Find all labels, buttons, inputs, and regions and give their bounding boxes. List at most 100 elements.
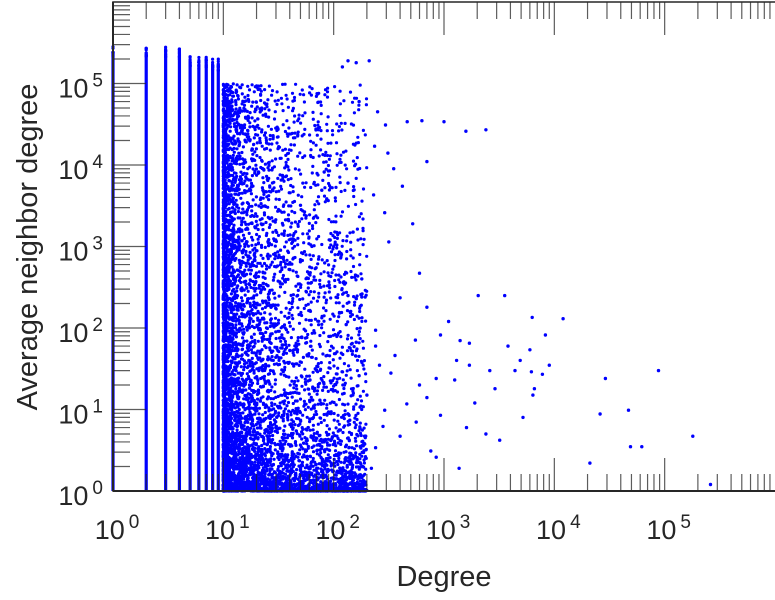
data-point [249, 181, 254, 185]
data-point [284, 306, 288, 310]
data-point [337, 459, 341, 463]
data-point [242, 403, 246, 407]
data-point [250, 447, 255, 451]
data-point [241, 255, 245, 259]
data-point [254, 203, 258, 207]
data-point [337, 397, 341, 402]
data-point [273, 257, 277, 261]
data-point [358, 421, 362, 425]
data-point [234, 107, 238, 111]
data-point [281, 109, 285, 113]
data-point [272, 291, 276, 295]
data-point [338, 113, 342, 118]
data-point [238, 388, 242, 392]
data-point [361, 346, 365, 350]
data-point [260, 449, 264, 453]
data-point [245, 261, 249, 265]
data-point [253, 281, 258, 285]
data-point [290, 209, 294, 213]
data-point [339, 442, 343, 446]
data-point [281, 467, 285, 471]
data-point [279, 455, 283, 459]
data-point [351, 123, 356, 127]
data-point [261, 256, 265, 260]
data-point [272, 457, 276, 461]
data-point [246, 353, 250, 357]
data-point [241, 233, 246, 237]
data-point [357, 103, 361, 107]
data-point [318, 416, 322, 420]
data-point [284, 93, 288, 97]
data-point [314, 439, 318, 443]
data-point [255, 105, 259, 109]
data-point [229, 310, 233, 315]
data-point [357, 341, 361, 345]
data-point [265, 304, 269, 308]
data-point [304, 329, 308, 333]
data-point [296, 406, 300, 410]
data-point [270, 260, 274, 264]
data-point [336, 441, 340, 445]
data-point [256, 227, 260, 232]
data-point [332, 376, 336, 380]
data-point [257, 453, 261, 457]
data-point [312, 290, 316, 294]
data-point [349, 376, 353, 380]
data-point [319, 112, 323, 116]
data-point [338, 181, 342, 185]
data-point [267, 372, 272, 376]
data-point [346, 333, 350, 337]
data-point [229, 210, 233, 214]
data-point [280, 102, 284, 106]
data-point [234, 323, 238, 327]
data-point [294, 443, 298, 447]
data-point [298, 297, 302, 302]
data-point [249, 305, 253, 309]
data-point [312, 406, 316, 410]
data-point [315, 299, 319, 303]
data-point [346, 204, 350, 208]
data-point [262, 261, 267, 266]
data-point [345, 257, 349, 261]
data-point [204, 58, 208, 62]
data-point [322, 306, 326, 310]
data-point [300, 258, 304, 263]
data-point [311, 450, 316, 454]
data-point [293, 131, 297, 135]
data-point [315, 448, 319, 452]
data-point [144, 54, 148, 58]
data-point [293, 114, 297, 118]
data-point [307, 293, 311, 297]
data-point [257, 286, 261, 290]
data-point [262, 181, 266, 185]
data-point [362, 359, 366, 363]
data-point [309, 395, 313, 399]
data-point [309, 339, 313, 343]
data-point [291, 391, 295, 395]
data-point [323, 291, 327, 295]
data-point [319, 451, 323, 455]
data-point [245, 172, 249, 176]
data-point [238, 401, 242, 405]
data-point [311, 110, 315, 114]
data-point [294, 284, 298, 288]
data-point [229, 89, 233, 93]
data-point [267, 265, 271, 269]
data-point [291, 349, 295, 353]
data-point [301, 232, 305, 236]
data-point [245, 372, 249, 376]
data-point [287, 126, 291, 130]
data-point [287, 321, 291, 325]
data-point [337, 301, 341, 305]
data-point [250, 204, 254, 208]
data-point [357, 215, 361, 219]
data-point [282, 203, 286, 207]
data-point [287, 132, 291, 136]
data-point [345, 234, 349, 238]
data-point [318, 282, 322, 286]
data-point [363, 288, 367, 292]
data-point [266, 124, 270, 128]
data-point [269, 397, 273, 401]
data-point [341, 239, 345, 243]
data-point [325, 153, 330, 158]
